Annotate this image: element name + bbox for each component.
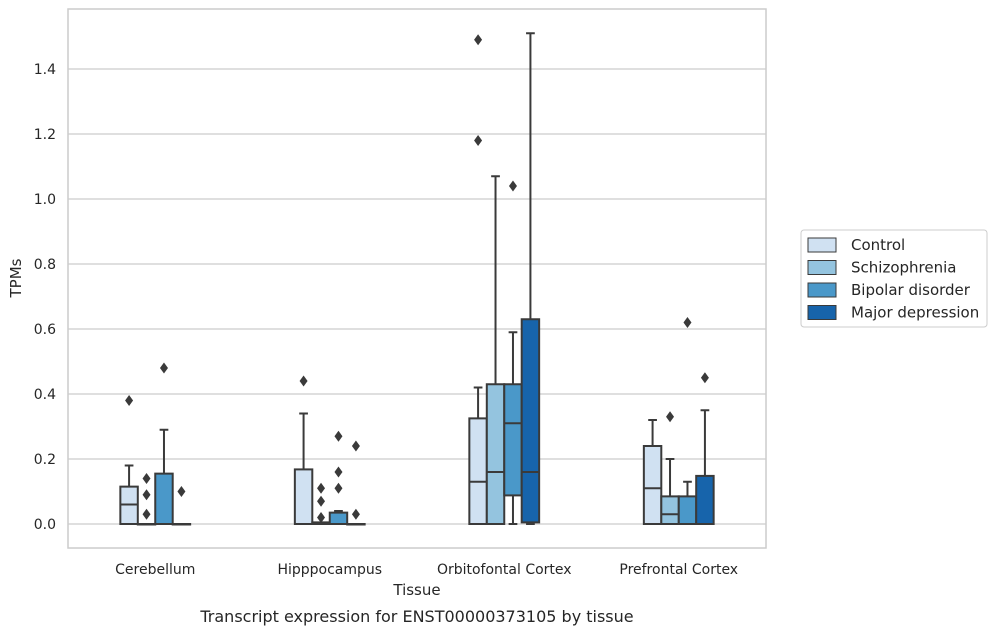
legend-frame — [800, 229, 988, 328]
y-tick-label: 0.8 — [34, 257, 56, 273]
box-major-depression — [695, 372, 715, 525]
outlier-point — [334, 466, 343, 478]
box-major-depression — [171, 486, 192, 526]
box-bipolar-disorder — [154, 362, 174, 525]
x-axis-ticks: Cerebellum Hipppocampus Orbitofontal Corte… — [115, 562, 738, 578]
box-body — [293, 468, 314, 525]
box-control — [119, 395, 139, 525]
outlier-point — [700, 372, 709, 384]
outlier-point — [317, 482, 326, 494]
y-tick-label: 0.4 — [34, 387, 56, 403]
box-major-depression — [346, 440, 366, 526]
y-tick-label: 0.0 — [34, 517, 56, 533]
box-body — [677, 495, 698, 525]
legend: Control Schizophrenia Bipolar disorder Majo… — [800, 229, 988, 328]
outlier-point — [299, 375, 308, 387]
outlier-point — [125, 395, 134, 406]
box-control — [642, 419, 663, 525]
legend-swatch — [807, 237, 837, 253]
y-tick-label: 0.2 — [34, 452, 56, 468]
box-bipolar-disorder — [328, 430, 349, 525]
box-body — [520, 318, 541, 524]
outlier-point — [474, 34, 483, 46]
y-tick-label: 1.4 — [34, 62, 56, 78]
outlier-point — [334, 482, 343, 494]
legend-swatch — [807, 260, 837, 275]
x-tick-label: Orbitofontal Cortex — [437, 562, 572, 578]
y-tick-label: 1.0 — [34, 192, 56, 208]
box-body — [660, 495, 680, 525]
outlier-point — [142, 473, 151, 484]
outlier-point — [351, 508, 360, 520]
box-bipolar-disorder — [677, 317, 698, 525]
box-body — [503, 383, 523, 497]
box-control — [468, 34, 488, 525]
y-axis-ticks: 0.0 0.2 0.4 0.6 0.8 1.0 1.2 1.4 — [34, 62, 56, 533]
outlier-point — [317, 495, 326, 507]
legend-label: Bipolar disorder — [851, 281, 971, 299]
outlier-point — [142, 508, 151, 520]
legend-swatch — [807, 305, 837, 320]
box-major-depression — [520, 32, 541, 525]
x-tick-label: Prefrontal Cortex — [619, 562, 738, 578]
outlier-point — [351, 440, 360, 452]
box-schizophrenia — [136, 473, 157, 526]
outlier-point — [334, 430, 343, 442]
legend-label: Major depression — [851, 304, 979, 322]
outlier-point — [159, 362, 168, 374]
chart-caption: Transcript expression for ENST0000037310… — [199, 607, 633, 626]
legend-label: Schizophrenia — [851, 259, 956, 277]
box-body — [485, 383, 506, 525]
box-control — [293, 375, 314, 525]
outlier-point — [317, 512, 326, 523]
x-axis-label: Tissue — [392, 581, 440, 599]
box-body — [468, 417, 488, 525]
outlier-point — [683, 317, 692, 328]
outlier-point — [177, 486, 186, 497]
x-tick-label: Cerebellum — [115, 562, 195, 578]
plot-frame — [67, 8, 767, 549]
y-axis-label: TPMs — [7, 258, 25, 298]
y-tick-label: 1.2 — [34, 127, 56, 143]
boxes — [119, 32, 715, 526]
x-tick-label: Hipppocampus — [277, 562, 382, 578]
legend-swatch — [807, 282, 837, 298]
outlier-point — [474, 135, 483, 146]
outlier-point — [666, 411, 675, 423]
y-tick-label: 0.6 — [34, 322, 56, 338]
box-body — [642, 445, 663, 525]
box-body — [328, 511, 349, 525]
legend-label: Control — [851, 236, 905, 254]
outlier-point — [142, 489, 151, 501]
box-body — [695, 474, 715, 525]
outlier-point — [508, 180, 517, 192]
box-body — [154, 472, 174, 525]
